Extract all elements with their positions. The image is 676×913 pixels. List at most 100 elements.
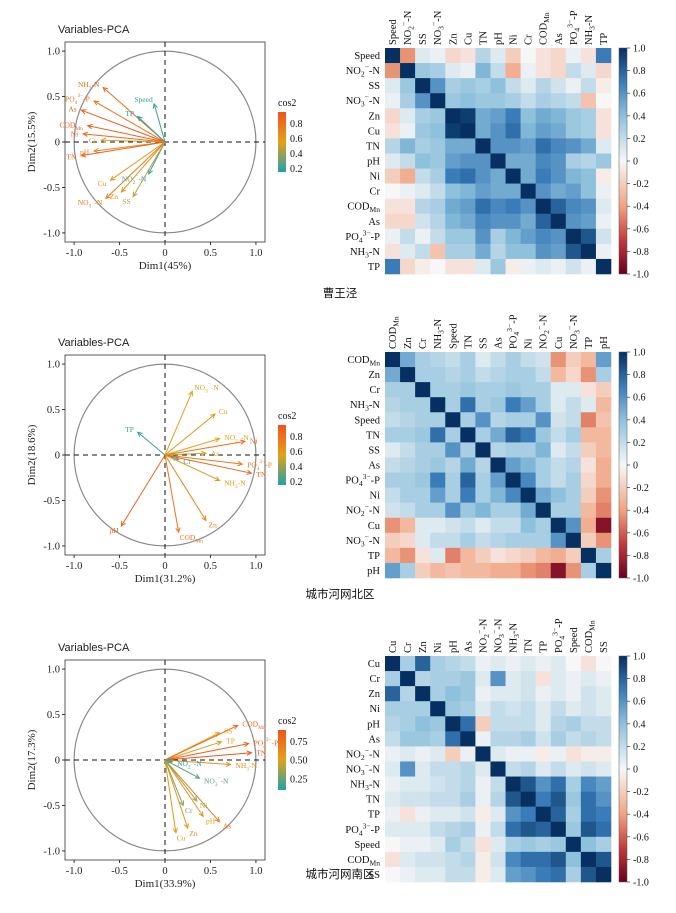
heatmap-cell [400,821,416,838]
column-label: Cu [554,336,565,349]
heatmap-cell [505,457,521,473]
heatmap-cell [475,701,491,717]
heatmap-cell [415,746,431,762]
y-axis-label: Dim2(15.5%) [26,111,38,172]
heatmap-cell [490,412,506,428]
legend-title: cos2 [278,98,296,109]
heatmap-cell [505,183,521,199]
y-tick-label: 0.5 [47,405,60,416]
heatmap-cell [550,213,567,230]
heatmap-cell [460,412,476,428]
vector-label: TN [256,470,267,479]
heatmap-cell [460,198,476,215]
heatmap-cell [595,502,612,519]
heatmap-cell [550,183,567,199]
row-label: Zn [368,111,380,122]
arrow-head [210,413,216,419]
heatmap-cell [385,502,401,519]
heatmap-cell [385,412,401,428]
heatmap-cell [550,168,567,184]
x-tick-label: 0 [162,561,167,572]
colorbar-tick-label: 0 [633,157,638,168]
heatmap-cell [430,138,446,154]
heatmap-cell [565,562,582,579]
column-label: Speed [388,19,399,45]
heatmap-cell [580,213,597,230]
heatmap-cell [460,243,476,260]
heatmap-cell [565,442,582,458]
heatmap-cell [385,183,401,199]
heatmap-cell [400,502,416,519]
row-label: SS [368,81,380,92]
heatmap-cell [400,532,416,549]
colorbar-tick-label: -0.6 [633,832,649,843]
heatmap-cell [580,367,597,383]
heatmap-cell [490,442,506,458]
row-label: Zn [368,370,380,381]
y-tick-label: 0 [55,138,60,149]
heatmap-cell [415,686,431,702]
heatmap-cell [460,442,476,458]
heatmap-cell [535,746,552,762]
heatmap-cell [385,382,401,398]
heatmap-cell [460,93,476,109]
column-label: Cr [418,338,429,349]
heatmap-cell [550,367,567,383]
heatmap-cell [430,791,446,807]
x-tick-label: 0.5 [204,248,217,259]
heatmap-cell [445,487,461,503]
heatmap-cell [385,48,401,64]
heatmap-cell [400,442,416,458]
heatmap-cell [430,168,446,184]
arrow-head [214,476,221,482]
heatmap-cell [445,153,461,169]
vector-label: Cu [219,407,228,416]
heatmap-cell [400,701,416,717]
vector-label: Ni [71,129,79,138]
heatmap-cell [595,851,612,868]
y-tick-label: -1.0 [43,228,60,239]
row-label: NO2−-N [346,502,381,518]
heatmap-cell [475,352,491,368]
colorbar-tick-label: -0.4 [633,810,649,821]
vector-label: NH3-N [235,761,257,773]
heatmap-cell [505,48,521,64]
vector-label: pH [110,526,120,535]
heatmap-cell [520,123,536,139]
heatmap-cell [475,716,491,732]
row-label: pH [367,719,380,730]
heatmap-cell [385,547,401,564]
heatmap-cell [520,168,536,184]
heatmap-cell [595,562,612,579]
heatmap-cell [460,382,476,398]
arrow-head [86,123,93,130]
heatmap-cell [475,228,491,245]
heatmap-cell [400,228,416,245]
y-tick-label: -0.5 [43,496,60,507]
heatmap-cell [460,502,476,519]
heatmap-cell [535,686,552,702]
heatmap-cell [415,213,431,230]
heatmap-cell [520,851,536,868]
heatmap-cell [460,213,476,230]
heatmap-cell [490,761,506,777]
row-label: Cr [370,674,381,685]
heatmap-cell [415,397,431,413]
heatmap-cell [535,258,552,275]
loading-arrow [132,141,166,197]
y-axis-label: Dim2(18.6%) [26,424,38,485]
arrow-head [214,816,221,823]
loading-arrow [153,103,166,143]
vector-label: CODMn [242,719,266,731]
heatmap-cell [595,108,612,124]
loading-arrow [110,141,166,181]
heatmap-cell [385,397,401,413]
heatmap-cell [595,397,612,413]
loading-arrow [164,759,184,806]
row-label: pH [367,566,380,577]
heatmap-cell [415,547,431,564]
heatmap-cell [550,243,567,260]
row-label: NH3-N [350,247,380,260]
heatmap-cell [490,397,506,413]
